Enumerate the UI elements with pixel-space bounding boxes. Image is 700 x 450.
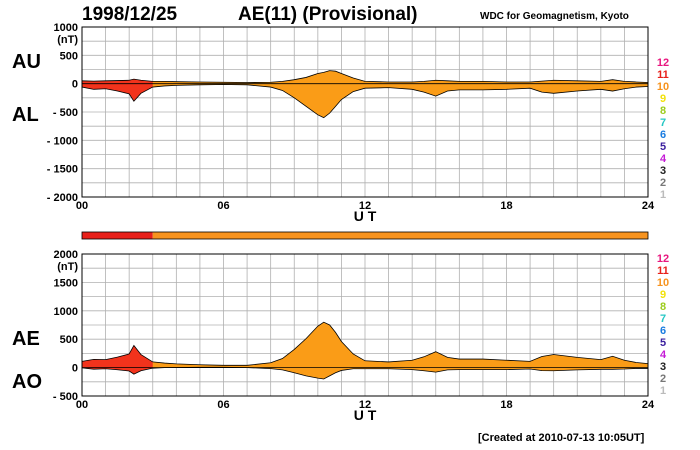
date-label: 1998/12/25 (82, 4, 178, 25)
y-tick-label: - 500 (53, 391, 78, 403)
y-tick-label: 1000 (54, 306, 78, 318)
area-fill-early (82, 79, 153, 102)
legend-entry-2: 2 (659, 373, 667, 385)
x-axis-label: U T (354, 407, 377, 423)
y-tick-label: - 500 (53, 107, 78, 119)
legend-entry-1: 1 (659, 385, 667, 397)
legend-entry-7: 7 (659, 117, 667, 129)
legend-entry-2: 2 (659, 177, 667, 189)
x-tick-label: 12 (359, 399, 371, 411)
legend-entry-1: 1 (659, 189, 667, 201)
y-tick-label: 0 (72, 79, 78, 91)
legend-entry-12: 12 (656, 57, 670, 69)
legend-entry-4: 4 (659, 349, 667, 361)
station-count-frame (81, 231, 649, 240)
al-label: AL (12, 104, 39, 126)
au-label: AU (12, 51, 41, 73)
series-line-ao (81, 366, 648, 380)
ae-label: AE (12, 328, 40, 350)
x-tick-label: 18 (500, 200, 512, 212)
plot-frame (81, 26, 649, 198)
legend-entry-6: 6 (659, 325, 667, 337)
series-line-au (81, 70, 649, 83)
legend-entry-11: 11 (657, 265, 669, 277)
source-label: WDC for Geomagnetism, Kyoto (480, 11, 629, 22)
legend-entry-10: 10 (656, 277, 670, 289)
legend-entry-7: 7 (659, 313, 667, 325)
x-tick-label: 06 (217, 200, 229, 212)
legend-entry-9: 9 (659, 93, 667, 105)
legend-entry-8: 8 (659, 105, 667, 117)
area-fill (82, 322, 648, 379)
legend-entry-8: 8 (659, 301, 667, 313)
legend-entry-4: 4 (659, 153, 667, 165)
legend-entry-5: 5 (659, 337, 667, 349)
legend-entry-6: 6 (659, 129, 667, 141)
y-tick-label: 500 (60, 50, 78, 62)
unit-label: (nT) (57, 261, 78, 273)
y-tick-label: - 2000 (47, 192, 78, 204)
station-count-segment (82, 232, 153, 239)
y-tick-label: 2000 (54, 249, 78, 261)
station-count-segment (152, 232, 648, 239)
series-line-al (81, 84, 649, 119)
legend-entry-3: 3 (659, 165, 667, 177)
legend-entry-5: 5 (659, 141, 667, 153)
y-tick-label: 1500 (54, 277, 78, 289)
y-tick-label: 500 (60, 334, 78, 346)
y-tick-label: 0 (72, 363, 78, 375)
unit-label: (nT) (57, 34, 78, 46)
x-tick-label: 24 (642, 200, 655, 212)
x-tick-label: 00 (76, 200, 88, 212)
x-axis-label: U T (354, 208, 377, 224)
chart-title: AE(11) (Provisional) (238, 4, 418, 25)
plot-frame (81, 253, 649, 397)
x-tick-label: 12 (359, 200, 371, 212)
legend-entry-3: 3 (659, 361, 667, 373)
x-tick-label: 18 (500, 399, 512, 411)
y-tick-label: - 1500 (47, 164, 78, 176)
legend-entry-10: 10 (656, 81, 670, 93)
legend-entry-11: 11 (657, 69, 669, 81)
created-label: [Created at 2010-07-13 10:05UT] (478, 432, 645, 444)
ao-label: AO (12, 371, 42, 393)
legend-entry-9: 9 (659, 289, 667, 301)
series-line-ae (81, 321, 649, 366)
y-tick-label: 1000 (54, 22, 78, 34)
y-tick-label: - 1000 (47, 135, 78, 147)
x-tick-label: 24 (642, 399, 655, 411)
x-tick-label: 00 (76, 399, 88, 411)
area-fill-early (82, 345, 153, 375)
legend-entry-12: 12 (656, 253, 670, 265)
x-tick-label: 06 (217, 399, 229, 411)
